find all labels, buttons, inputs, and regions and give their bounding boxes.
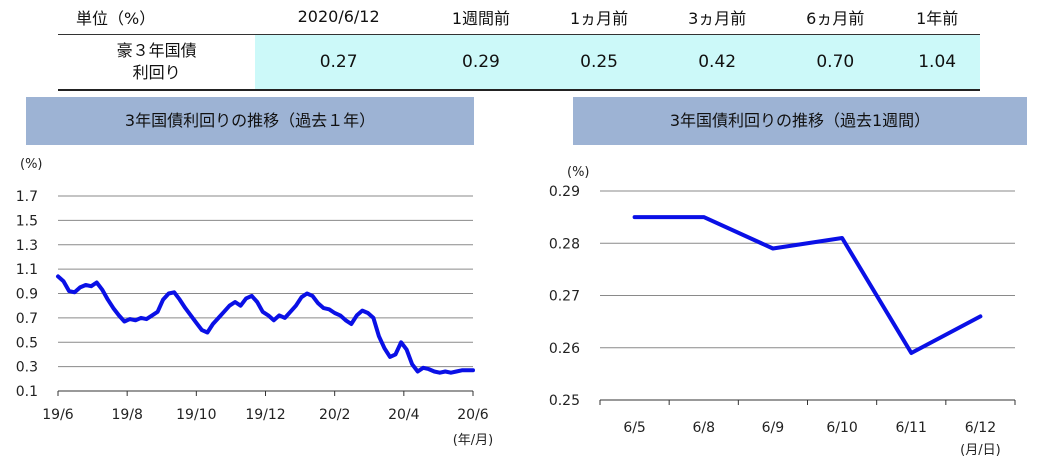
x-tick-label: 6/12 [965, 420, 996, 436]
y-tick-label: 0.5 [16, 335, 38, 351]
header-3month: 3ヵ月前 [658, 0, 777, 35]
y-tick-label: 0.3 [16, 360, 38, 376]
y-tick-label: 1.7 [16, 189, 38, 205]
series-line [56, 274, 475, 375]
x-tick-label: 6/9 [762, 420, 785, 436]
yield-summary-table: 単位（%） 2020/6/12 1週間前 1ヵ月前 3ヵ月前 6ヵ月前 1年前 … [58, 0, 980, 91]
header-1month: 1ヵ月前 [540, 0, 659, 35]
header-1year: 1年前 [894, 0, 980, 35]
x-tick-label: 20/4 [388, 407, 420, 423]
y-tick-label: 0.1 [16, 384, 38, 400]
y-tick-label: 0.9 [16, 287, 38, 303]
header-unit: 単位（%） [58, 0, 256, 35]
row-label-line2: 利回り [132, 62, 181, 82]
x-axis-unit: (月/日) [960, 443, 1001, 458]
x-tick-label: 19/12 [245, 407, 285, 423]
summary-value-row: 豪３年国債 利回り 0.27 0.29 0.25 0.42 0.70 1.04 [58, 34, 980, 91]
value-1year: 1.04 [894, 34, 980, 91]
x-tick-label: 6/11 [896, 420, 927, 436]
row-label: 豪３年国債 利回り [58, 34, 256, 91]
value-6month: 0.70 [776, 34, 895, 91]
x-tick-label: 19/8 [111, 407, 142, 423]
header-6month: 6ヵ月前 [776, 0, 895, 35]
y-tick-label: 0.7 [16, 311, 38, 327]
y-axis-unit: (%) [20, 157, 43, 172]
y-axis-unit: (%) [567, 165, 590, 180]
value-1month: 0.25 [540, 34, 659, 91]
value-1week: 0.29 [421, 34, 540, 91]
y-tick-label: 1.1 [16, 262, 38, 278]
chart-title-1week: 3年国債利回りの推移（過去1週間） [573, 97, 1027, 145]
x-tick-label: 6/5 [623, 420, 646, 436]
header-1week: 1週間前 [421, 0, 540, 35]
header-current: 2020/6/12 [255, 0, 422, 35]
value-current: 0.27 [255, 34, 422, 91]
summary-header-row: 単位（%） 2020/6/12 1週間前 1ヵ月前 3ヵ月前 6ヵ月前 1年前 [58, 0, 980, 35]
x-tick-label: 6/10 [826, 420, 857, 436]
chart-title-1year: 3年国債利回りの推移（過去１年） [26, 97, 474, 145]
value-3month: 0.42 [658, 34, 777, 91]
y-tick-label: 0.29 [549, 184, 580, 200]
x-tick-label: 20/2 [319, 407, 350, 423]
x-tick-label: 6/8 [692, 420, 715, 436]
y-tick-label: 0.25 [549, 393, 580, 409]
x-tick-label: 19/10 [176, 407, 216, 423]
x-axis-unit: (年/月) [453, 433, 494, 448]
y-tick-label: 1.3 [16, 238, 38, 254]
x-tick-label: 19/6 [42, 407, 74, 423]
row-label-line1: 豪３年国債 [116, 40, 197, 60]
y-tick-label: 0.27 [549, 289, 580, 305]
x-tick-label: 20/6 [457, 407, 489, 423]
y-tick-label: 0.28 [549, 236, 580, 252]
y-tick-label: 1.5 [16, 213, 38, 229]
y-tick-label: 0.26 [549, 341, 580, 357]
series-line [632, 215, 983, 355]
